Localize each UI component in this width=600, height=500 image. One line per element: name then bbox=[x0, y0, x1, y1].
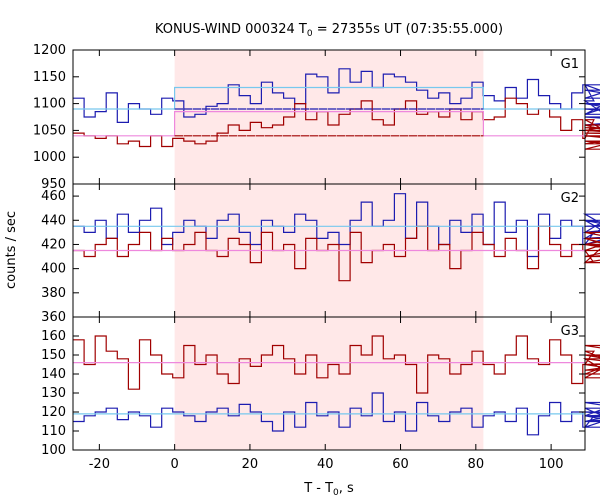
y-tick-label: 100 bbox=[41, 443, 66, 458]
panel-label: G2 bbox=[561, 191, 579, 206]
series-1-line bbox=[73, 225, 600, 282]
chart-title-prefix: KONUS-WIND 000324 T bbox=[155, 22, 307, 37]
x-axis-label-prefix: T - T bbox=[303, 481, 333, 496]
y-tick-label: 1150 bbox=[33, 70, 66, 85]
y-tick-label: 380 bbox=[41, 286, 66, 301]
panel-g2: 360 380 400 420 440 460 G2 bbox=[41, 183, 600, 325]
y-tick-label: 110 bbox=[41, 424, 66, 439]
highlight-band bbox=[174, 50, 484, 184]
y-tick-label: 140 bbox=[41, 367, 66, 382]
x-tick-label: 60 bbox=[392, 457, 409, 472]
highlight-band bbox=[174, 317, 484, 450]
y-tick-label: 460 bbox=[41, 189, 66, 204]
y-tick-label: 440 bbox=[41, 213, 66, 228]
chart-title-sub: 0 bbox=[307, 29, 313, 39]
x-tick-label: -20 bbox=[89, 457, 110, 472]
x-axis-label-sub: 0 bbox=[333, 488, 339, 498]
y-tick-label: 150 bbox=[41, 348, 66, 363]
y-tick-label: 120 bbox=[41, 405, 66, 420]
x-tick-label: 20 bbox=[242, 457, 259, 472]
panel-label: G1 bbox=[561, 57, 579, 72]
y-tick-label: 1100 bbox=[33, 97, 66, 112]
chart-title-suffix: = 27355s UT (07:35:55.000) bbox=[313, 22, 503, 37]
panel-frame bbox=[72, 316, 586, 451]
x-tick-label: 100 bbox=[539, 457, 564, 472]
series-0-line bbox=[73, 335, 600, 394]
panel-label: G3 bbox=[561, 324, 579, 339]
y-tick-label: 420 bbox=[41, 237, 66, 252]
y-tick-label: 1050 bbox=[33, 123, 66, 138]
y-tick-label: 130 bbox=[41, 386, 66, 401]
y-tick-label: 950 bbox=[41, 177, 66, 192]
x-axis-label-suffix: , s bbox=[339, 481, 354, 496]
y-tick-label: 360 bbox=[41, 310, 66, 325]
panels-group: 95010001050110011501200G1360380400420440… bbox=[33, 43, 600, 472]
series-3-line bbox=[73, 111, 585, 137]
series-2-line bbox=[73, 86, 585, 110]
x-tick-label: 0 bbox=[171, 457, 179, 472]
y-tick-label: 400 bbox=[41, 262, 66, 277]
x-tick-label: 40 bbox=[317, 457, 334, 472]
chart-title: KONUS-WIND 000324 T0 = 27355s UT (07:35:… bbox=[155, 22, 503, 39]
y-axis-label: counts / sec bbox=[4, 211, 19, 289]
y-tick-label: 1000 bbox=[33, 150, 66, 165]
y-tick-label: 1200 bbox=[33, 43, 66, 58]
x-axis-label: T - T0, s bbox=[303, 481, 354, 498]
x-tick-label: 80 bbox=[468, 457, 485, 472]
y-tick-label: 160 bbox=[41, 329, 66, 344]
panel-g3: 100 110 120 130 140 150 160 -20 0 20 40 60 80 100 G3 bbox=[41, 316, 600, 472]
panel-g1: 950 1000 1050 1100 1150 1200 G1 bbox=[33, 43, 600, 192]
